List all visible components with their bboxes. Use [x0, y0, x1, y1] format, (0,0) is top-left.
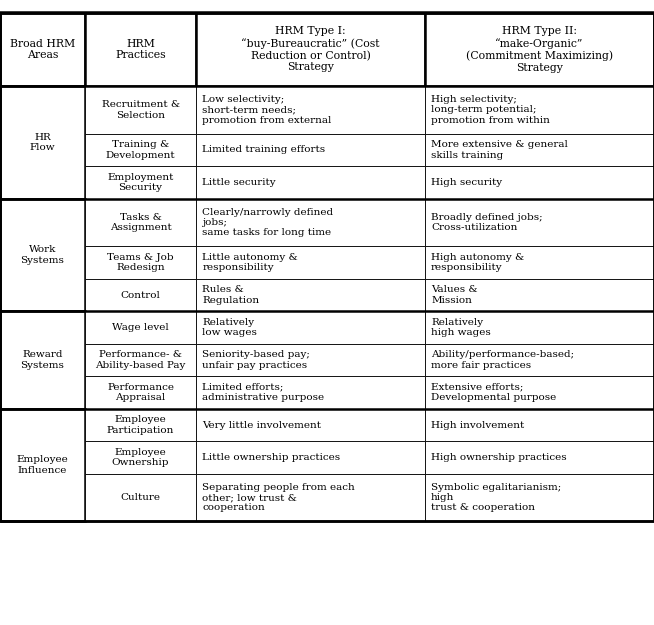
Bar: [425, 376, 654, 409]
Text: Tasks &
Assignment: Tasks & Assignment: [110, 213, 171, 232]
Bar: [85, 246, 196, 279]
Text: Culture: Culture: [120, 493, 161, 502]
Bar: [196, 409, 425, 441]
Text: Employment
Security: Employment Security: [107, 173, 174, 192]
Bar: [425, 12, 654, 86]
Text: Broad HRM
Areas: Broad HRM Areas: [10, 39, 75, 60]
Bar: [85, 376, 196, 409]
Bar: [425, 199, 654, 246]
Text: Training &
Development: Training & Development: [106, 140, 175, 160]
Text: Performance- &
Ability-based Pay: Performance- & Ability-based Pay: [95, 350, 186, 370]
Text: Values &
Mission: Values & Mission: [431, 285, 477, 305]
Bar: [196, 344, 425, 376]
Text: High autonomy &
responsibility: High autonomy & responsibility: [431, 253, 525, 272]
Bar: [0, 311, 85, 409]
Text: Control: Control: [121, 291, 160, 299]
Text: Employee
Participation: Employee Participation: [107, 415, 175, 435]
Text: Very little involvement: Very little involvement: [202, 421, 321, 429]
Bar: [85, 166, 196, 199]
Bar: [85, 12, 196, 86]
Bar: [196, 86, 425, 134]
Bar: [0, 409, 85, 521]
Bar: [196, 474, 425, 521]
Text: Limited efforts;
administrative purpose: Limited efforts; administrative purpose: [202, 382, 324, 402]
Bar: [196, 376, 425, 409]
Bar: [85, 199, 196, 246]
Bar: [196, 166, 425, 199]
Bar: [425, 409, 654, 441]
Bar: [0, 199, 85, 311]
Bar: [196, 279, 425, 311]
Text: Low selectivity;
short-term needs;
promotion from external: Low selectivity; short-term needs; promo…: [202, 95, 332, 125]
Text: Separating people from each
other; low trust &
cooperation: Separating people from each other; low t…: [202, 482, 355, 512]
Text: HRM
Practices: HRM Practices: [115, 39, 166, 60]
Text: Rules &
Regulation: Rules & Regulation: [202, 285, 260, 305]
Bar: [85, 474, 196, 521]
Bar: [425, 441, 654, 474]
Text: Limited training efforts: Limited training efforts: [202, 146, 325, 154]
Text: High security: High security: [431, 178, 502, 187]
Text: Clearly/narrowly defined
jobs;
same tasks for long time: Clearly/narrowly defined jobs; same task…: [202, 208, 334, 238]
Bar: [85, 409, 196, 441]
Bar: [425, 344, 654, 376]
Bar: [85, 311, 196, 344]
Bar: [425, 474, 654, 521]
Text: Ability/performance-based;
more fair practices: Ability/performance-based; more fair pra…: [431, 350, 574, 370]
Bar: [196, 311, 425, 344]
Text: HR
Flow: HR Flow: [29, 132, 56, 152]
Text: Little ownership practices: Little ownership practices: [202, 453, 340, 462]
Text: Little security: Little security: [202, 178, 276, 187]
Text: Employee
Ownership: Employee Ownership: [112, 448, 169, 468]
Text: Extensive efforts;
Developmental purpose: Extensive efforts; Developmental purpose: [431, 382, 557, 402]
Text: Seniority-based pay;
unfair pay practices: Seniority-based pay; unfair pay practice…: [202, 350, 310, 370]
Bar: [85, 279, 196, 311]
Text: Reward
Systems: Reward Systems: [20, 350, 65, 370]
Bar: [85, 86, 196, 134]
Text: Work
Systems: Work Systems: [20, 245, 65, 265]
Text: Teams & Job
Redesign: Teams & Job Redesign: [107, 253, 174, 272]
Bar: [196, 12, 425, 86]
Bar: [196, 134, 425, 166]
Text: Symbolic egalitarianism;
high
trust & cooperation: Symbolic egalitarianism; high trust & co…: [431, 482, 561, 512]
Bar: [425, 246, 654, 279]
Text: Little autonomy &
responsibility: Little autonomy & responsibility: [202, 253, 298, 272]
Bar: [425, 166, 654, 199]
Bar: [0, 12, 85, 86]
Text: Performance
Appraisal: Performance Appraisal: [107, 382, 174, 402]
Text: Relatively
high wages: Relatively high wages: [431, 318, 491, 338]
Text: Broadly defined jobs;
Cross-utilization: Broadly defined jobs; Cross-utilization: [431, 213, 543, 232]
Bar: [196, 199, 425, 246]
Bar: [0, 12, 654, 521]
Text: Recruitment &
Selection: Recruitment & Selection: [101, 100, 180, 120]
Bar: [85, 344, 196, 376]
Bar: [85, 441, 196, 474]
Text: Employee
Influence: Employee Influence: [16, 455, 69, 475]
Text: High ownership practices: High ownership practices: [431, 453, 567, 462]
Text: Wage level: Wage level: [112, 323, 169, 332]
Bar: [85, 134, 196, 166]
Text: HRM Type II:
“make-Organic”
(Commitment Maximizing)
Strategy: HRM Type II: “make-Organic” (Commitment …: [466, 26, 613, 72]
Text: More extensive & general
skills training: More extensive & general skills training: [431, 140, 568, 160]
Text: Relatively
low wages: Relatively low wages: [202, 318, 257, 338]
Bar: [425, 279, 654, 311]
Bar: [425, 311, 654, 344]
Bar: [196, 246, 425, 279]
Text: HRM Type I:
“buy-Bureaucratic” (Cost
Reduction or Control)
Strategy: HRM Type I: “buy-Bureaucratic” (Cost Red…: [241, 26, 380, 72]
Text: High involvement: High involvement: [431, 421, 525, 429]
Text: High selectivity;
long-term potential;
promotion from within: High selectivity; long-term potential; p…: [431, 95, 550, 125]
Bar: [196, 441, 425, 474]
Bar: [425, 134, 654, 166]
Bar: [0, 86, 85, 199]
Bar: [425, 86, 654, 134]
